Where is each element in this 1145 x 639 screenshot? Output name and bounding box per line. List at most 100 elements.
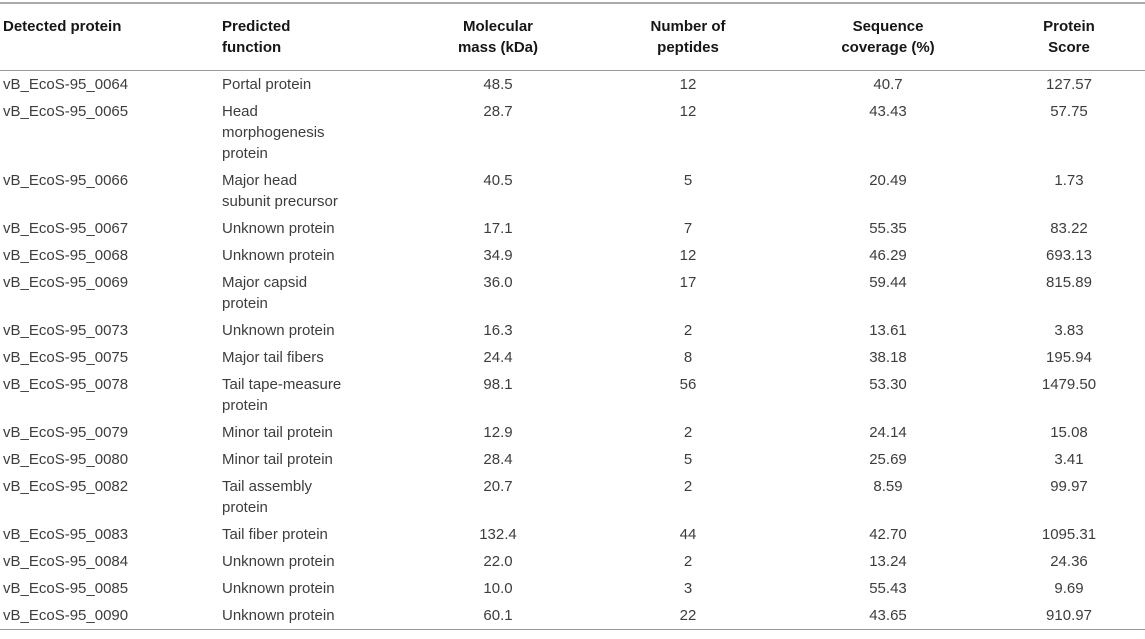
cell-detected-protein: vB_EcoS-95_0090 [3,607,129,624]
cell-molecular-mass: 48.5 [483,76,513,93]
cell-number-of-peptides: 12 [679,247,697,264]
cell-predicted-function: Unknown protein [222,247,335,264]
cell-molecular-mass: 36.0 [483,274,513,291]
cell-detected-protein: vB_EcoS-95_0065 [3,103,129,120]
column-header-number-of-peptides: Number of peptides [593,3,783,71]
cell-detected-protein: vB_EcoS-95_0068 [3,247,129,264]
cell-predicted-function: Unknown protein [222,553,335,570]
table-row: vB_EcoS-95_0065 Head morphogenesis prote… [0,98,1145,167]
cell-predicted-function: Major capsid protein [222,274,308,312]
cell-molecular-mass: 24.4 [483,349,513,366]
cell-molecular-mass: 28.4 [483,451,513,468]
cell-detected-protein: vB_EcoS-95_0066 [3,172,129,189]
cell-predicted-function: Minor tail protein [222,451,333,468]
cell-protein-score: 195.94 [1046,349,1092,366]
cell-protein-score: 1095.31 [1041,526,1097,543]
table-header: Detected protein Predicted function Mole… [0,3,1145,71]
cell-sequence-coverage: 38.18 [869,349,907,366]
cell-number-of-peptides: 2 [683,553,693,570]
cell-number-of-peptides: 5 [683,172,693,189]
cell-sequence-coverage: 59.44 [869,274,907,291]
cell-number-of-peptides: 2 [683,478,693,495]
cell-detected-protein: vB_EcoS-95_0067 [3,220,129,237]
cell-protein-score: 693.13 [1046,247,1092,264]
table-row: vB_EcoS-95_0080 Minor tail protein 28.4 … [0,446,1145,473]
cell-sequence-coverage: 8.59 [873,478,903,495]
cell-detected-protein: vB_EcoS-95_0073 [3,322,129,339]
cell-predicted-function: Unknown protein [222,580,335,597]
cell-sequence-coverage: 24.14 [869,424,907,441]
cell-protein-score: 3.83 [1054,322,1084,339]
cell-number-of-peptides: 3 [683,580,693,597]
cell-detected-protein: vB_EcoS-95_0083 [3,526,129,543]
cell-sequence-coverage: 20.49 [869,172,907,189]
cell-protein-score: 1479.50 [1041,376,1097,393]
cell-protein-score: 910.97 [1046,607,1092,624]
cell-predicted-function: Unknown protein [222,607,335,624]
table-row: vB_EcoS-95_0084 Unknown protein 22.0 2 1… [0,548,1145,575]
cell-number-of-peptides: 12 [679,103,697,120]
column-header-detected-protein: Detected protein [0,3,222,71]
cell-sequence-coverage: 40.7 [873,76,903,93]
table-row: vB_EcoS-95_0090 Unknown protein 60.1 22 … [0,602,1145,630]
cell-number-of-peptides: 7 [683,220,693,237]
column-header-predicted-function: Predicted function [222,3,403,71]
cell-sequence-coverage: 43.43 [869,103,907,120]
cell-detected-protein: vB_EcoS-95_0085 [3,580,129,597]
cell-number-of-peptides: 44 [679,526,697,543]
table-row: vB_EcoS-95_0083 Tail fiber protein 132.4… [0,521,1145,548]
column-header-molecular-mass: Molecular mass (kDa) [403,3,593,71]
cell-sequence-coverage: 53.30 [869,376,907,393]
cell-sequence-coverage: 13.61 [869,322,907,339]
cell-protein-score: 57.75 [1050,103,1088,120]
cell-number-of-peptides: 2 [683,424,693,441]
column-header-protein-score: Protein Score [993,3,1145,71]
cell-predicted-function: Tail tape-measure protein [222,376,342,414]
cell-detected-protein: vB_EcoS-95_0078 [3,376,129,393]
cell-predicted-function: Tail fiber protein [222,526,328,543]
cell-protein-score: 1.73 [1054,172,1084,189]
cell-protein-score: 127.57 [1046,76,1092,93]
table-row: vB_EcoS-95_0066 Major head subunit precu… [0,167,1145,215]
cell-protein-score: 83.22 [1050,220,1088,237]
cell-molecular-mass: 98.1 [483,376,513,393]
cell-detected-protein: vB_EcoS-95_0080 [3,451,129,468]
cell-number-of-peptides: 5 [683,451,693,468]
cell-number-of-peptides: 2 [683,322,693,339]
table-row: vB_EcoS-95_0085 Unknown protein 10.0 3 5… [0,575,1145,602]
cell-molecular-mass: 17.1 [483,220,513,237]
cell-predicted-function: Minor tail protein [222,424,333,441]
cell-sequence-coverage: 55.43 [869,580,907,597]
cell-molecular-mass: 20.7 [483,478,513,495]
cell-predicted-function: Head morphogenesis protein [222,103,325,162]
cell-protein-score: 24.36 [1050,553,1088,570]
cell-protein-score: 815.89 [1046,274,1092,291]
table-row: vB_EcoS-95_0082 Tail assembly protein 20… [0,473,1145,521]
cell-predicted-function: Major head subunit precursor [222,172,338,210]
cell-sequence-coverage: 55.35 [869,220,907,237]
cell-molecular-mass: 34.9 [483,247,513,264]
cell-molecular-mass: 22.0 [483,553,513,570]
cell-predicted-function: Unknown protein [222,322,335,339]
cell-molecular-mass: 40.5 [483,172,513,189]
cell-molecular-mass: 60.1 [483,607,513,624]
cell-protein-score: 3.41 [1054,451,1084,468]
cell-sequence-coverage: 42.70 [869,526,907,543]
table-row: vB_EcoS-95_0079 Minor tail protein 12.9 … [0,419,1145,446]
cell-detected-protein: vB_EcoS-95_0075 [3,349,129,366]
cell-protein-score: 99.97 [1050,478,1088,495]
cell-number-of-peptides: 12 [679,76,697,93]
cell-detected-protein: vB_EcoS-95_0082 [3,478,129,495]
cell-molecular-mass: 10.0 [483,580,513,597]
cell-predicted-function: Unknown protein [222,220,335,237]
table-row: vB_EcoS-95_0067 Unknown protein 17.1 7 5… [0,215,1145,242]
cell-detected-protein: vB_EcoS-95_0069 [3,274,129,291]
cell-sequence-coverage: 13.24 [869,553,907,570]
table-body: vB_EcoS-95_0064 Portal protein 48.5 12 4… [0,71,1145,630]
table-row: vB_EcoS-95_0068 Unknown protein 34.9 12 … [0,242,1145,269]
cell-predicted-function: Major tail fibers [222,349,324,366]
table-row: vB_EcoS-95_0073 Unknown protein 16.3 2 1… [0,317,1145,344]
table-row: vB_EcoS-95_0069 Major capsid protein 36.… [0,269,1145,317]
